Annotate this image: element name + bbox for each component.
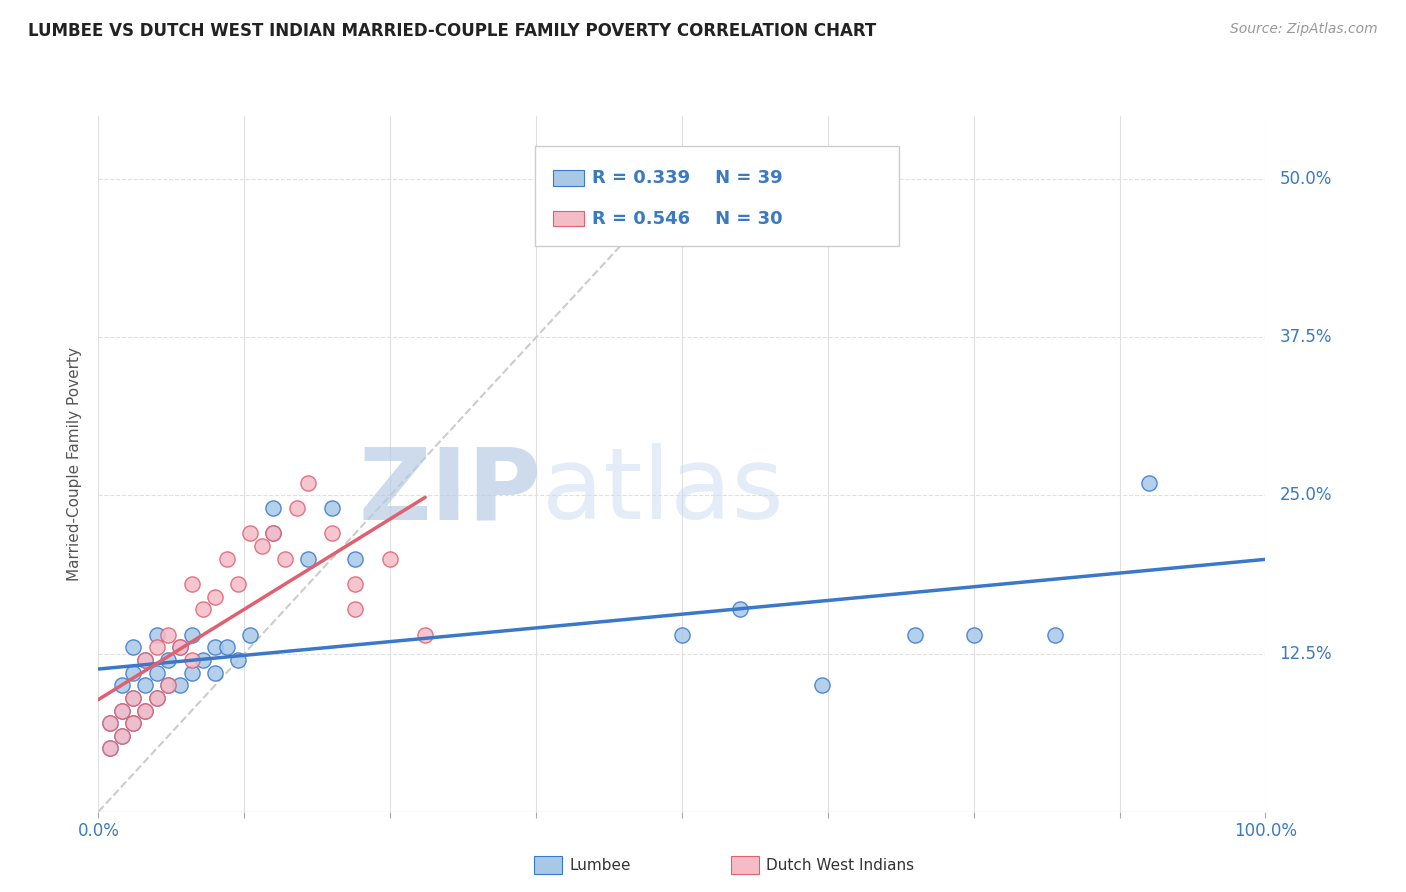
Point [157,627,180,641]
Point [122,690,145,705]
Text: atlas: atlas [541,443,783,541]
Point [146,627,169,641]
Point [204,665,226,680]
Point [228,577,250,591]
Point [239,627,262,641]
Text: ZIP: ZIP [359,443,541,541]
Point [157,653,180,667]
Text: R = 0.546    N = 30: R = 0.546 N = 30 [592,210,783,227]
Point [228,653,250,667]
Point [215,551,238,566]
Point [169,640,191,655]
Point [730,602,752,616]
Point [180,665,202,680]
Point [146,690,169,705]
Text: Dutch West Indians: Dutch West Indians [766,858,914,872]
Point [111,729,134,743]
Point [122,716,145,731]
Y-axis label: Married-Couple Family Poverty: Married-Couple Family Poverty [67,347,83,581]
Text: Lumbee: Lumbee [569,858,631,872]
Point [146,665,169,680]
Point [134,653,156,667]
Point [378,551,402,566]
Point [146,640,169,655]
Point [204,640,226,655]
Point [904,627,927,641]
Point [111,678,134,692]
Point [250,539,273,553]
Point [239,526,262,541]
Point [122,690,145,705]
Point [262,501,284,516]
Point [321,501,343,516]
Point [321,526,343,541]
Point [98,741,121,756]
Point [111,704,134,718]
Point [98,716,121,731]
Point [157,678,180,692]
Point [169,678,191,692]
Point [193,653,215,667]
Point [671,627,693,641]
Point [962,627,984,641]
Text: 50.0%: 50.0% [1279,170,1331,188]
Point [134,704,156,718]
Point [1137,475,1160,490]
Point [98,741,121,756]
Point [344,551,367,566]
Point [215,640,238,655]
Point [146,690,169,705]
Point [98,716,121,731]
Point [262,526,284,541]
Point [157,678,180,692]
Point [344,602,367,616]
Point [111,704,134,718]
Point [1045,627,1067,641]
Point [180,627,202,641]
Point [413,627,436,641]
Point [111,729,134,743]
Text: R = 0.339    N = 39: R = 0.339 N = 39 [592,169,783,187]
Point [274,551,297,566]
Text: 12.5%: 12.5% [1279,645,1331,663]
Point [134,653,156,667]
Point [297,475,319,490]
Text: LUMBEE VS DUTCH WEST INDIAN MARRIED-COUPLE FAMILY POVERTY CORRELATION CHART: LUMBEE VS DUTCH WEST INDIAN MARRIED-COUP… [28,22,876,40]
Point [169,640,191,655]
Text: 37.5%: 37.5% [1279,328,1331,346]
Point [134,704,156,718]
Point [122,640,145,655]
Point [180,653,202,667]
Point [122,716,145,731]
Text: 25.0%: 25.0% [1279,486,1331,505]
Point [122,665,145,680]
Point [285,501,308,516]
Point [193,602,215,616]
Point [180,577,202,591]
Point [204,590,226,604]
Point [262,526,284,541]
Point [344,577,367,591]
Point [134,678,156,692]
Point [297,551,319,566]
Point [811,678,834,692]
Text: Source: ZipAtlas.com: Source: ZipAtlas.com [1230,22,1378,37]
